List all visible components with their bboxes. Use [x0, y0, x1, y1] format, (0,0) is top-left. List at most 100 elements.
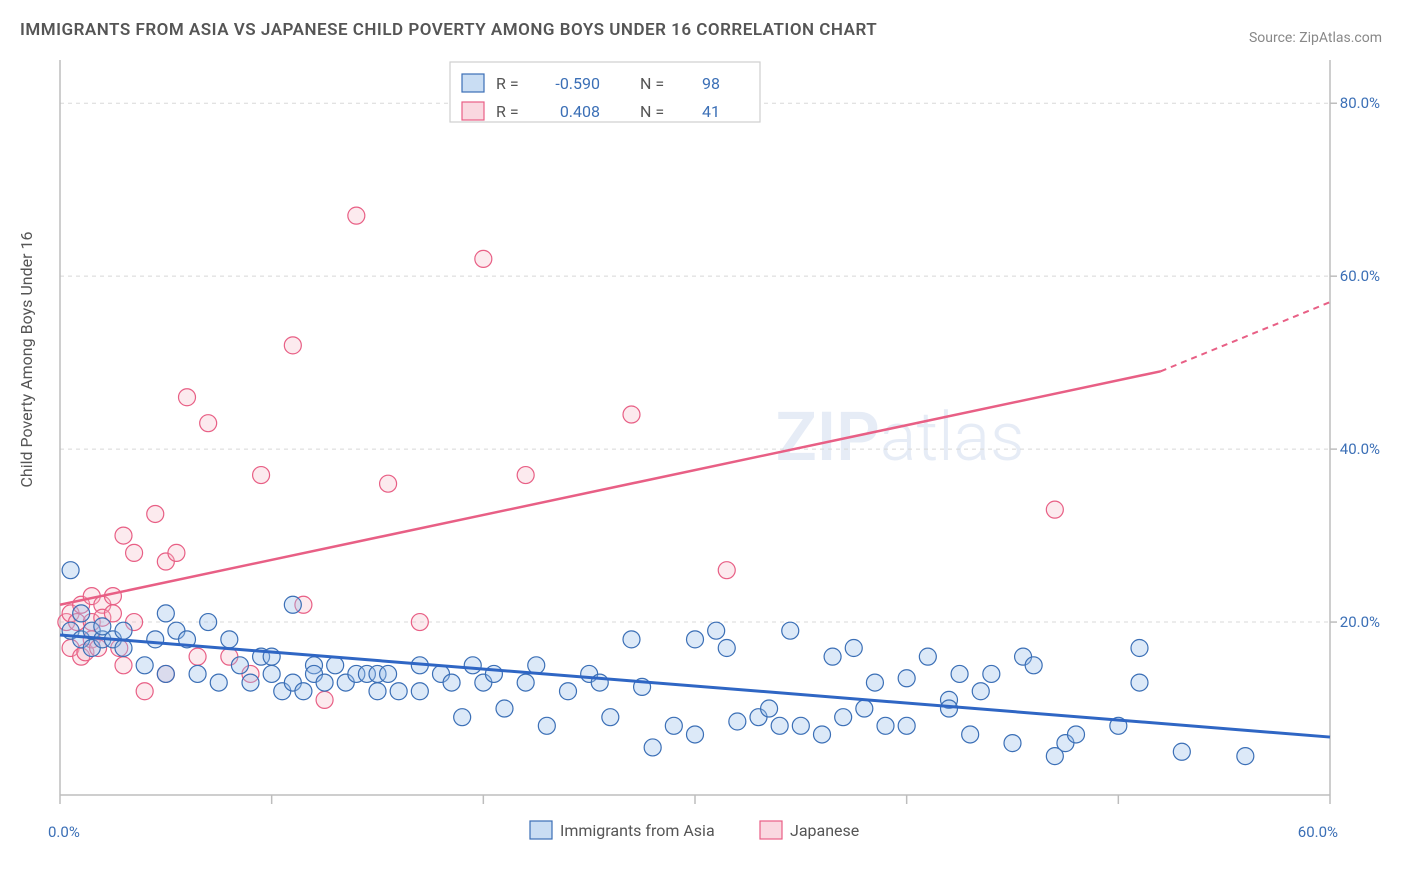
data-point: [1173, 743, 1190, 760]
data-point: [253, 467, 270, 484]
data-point: [380, 475, 397, 492]
data-point: [866, 674, 883, 691]
y-axis-title: Child Poverty Among Boys Under 16: [17, 232, 36, 488]
trend-line-pink-extrapolated: [1161, 302, 1330, 371]
data-point: [200, 614, 217, 631]
data-point: [454, 709, 471, 726]
data-point: [560, 683, 577, 700]
data-point: [1004, 735, 1021, 752]
data-point: [115, 657, 132, 674]
data-point: [147, 505, 164, 522]
data-point: [729, 713, 746, 730]
data-point: [1131, 640, 1148, 657]
data-point: [189, 648, 206, 665]
x-tick-label: 60.0%: [1298, 823, 1338, 841]
data-point: [200, 415, 217, 432]
data-point: [898, 670, 915, 687]
data-point: [962, 726, 979, 743]
correlation-scatter-chart: ZIPatlas0.0%60.0%20.0%40.0%60.0%80.0%Chi…: [0, 0, 1406, 892]
data-point: [210, 674, 227, 691]
source-label: Source:: [1249, 30, 1296, 46]
data-point: [845, 640, 862, 657]
trend-line-pink: [60, 371, 1161, 604]
data-point: [157, 605, 174, 622]
data-point: [623, 631, 640, 648]
y-tick-label: 40.0%: [1340, 440, 1380, 458]
data-point: [189, 665, 206, 682]
legend-r-value: -0.590: [555, 74, 600, 93]
legend-swatch: [530, 821, 552, 839]
data-point: [168, 544, 185, 561]
data-point: [115, 527, 132, 544]
data-point: [115, 622, 132, 639]
legend-series-label: Japanese: [790, 821, 859, 840]
data-point: [687, 631, 704, 648]
data-point: [517, 674, 534, 691]
data-point: [231, 657, 248, 674]
legend-n-label: N =: [640, 102, 664, 121]
legend-n-value: 41: [702, 102, 720, 121]
data-point: [147, 631, 164, 648]
data-point: [136, 657, 153, 674]
data-point: [972, 683, 989, 700]
data-point: [295, 683, 312, 700]
y-tick-label: 80.0%: [1340, 94, 1380, 112]
chart-title: IMMIGRANTS FROM ASIA VS JAPANESE CHILD P…: [20, 20, 877, 40]
data-point: [644, 739, 661, 756]
data-point: [877, 717, 894, 734]
data-point: [475, 250, 492, 267]
legend-n-value: 98: [702, 74, 720, 93]
data-point: [1046, 501, 1063, 518]
data-point: [782, 622, 799, 639]
data-point: [1068, 726, 1085, 743]
data-point: [62, 562, 79, 579]
data-point: [623, 406, 640, 423]
legend-n-label: N =: [640, 74, 664, 93]
data-point: [528, 657, 545, 674]
data-point: [496, 700, 513, 717]
data-point: [221, 631, 238, 648]
data-point: [919, 648, 936, 665]
data-point: [1131, 674, 1148, 691]
data-point: [380, 665, 397, 682]
data-point: [242, 674, 259, 691]
legend-r-value: 0.408: [560, 102, 600, 121]
data-point: [708, 622, 725, 639]
data-point: [443, 674, 460, 691]
data-point: [179, 389, 196, 406]
data-point: [983, 665, 1000, 682]
source-attribution: Source: ZipAtlas.com: [1249, 30, 1382, 46]
data-point: [941, 700, 958, 717]
data-point: [517, 467, 534, 484]
data-point: [538, 717, 555, 734]
data-point: [284, 596, 301, 613]
data-point: [348, 207, 365, 224]
y-tick-label: 60.0%: [1340, 267, 1380, 285]
x-tick-label: 0.0%: [48, 823, 80, 841]
data-point: [284, 337, 301, 354]
data-point: [316, 691, 333, 708]
data-point: [1237, 748, 1254, 765]
data-point: [411, 614, 428, 631]
data-point: [1025, 657, 1042, 674]
data-point: [411, 683, 428, 700]
legend-swatch: [462, 102, 484, 120]
data-point: [687, 726, 704, 743]
legend-r-label: R =: [496, 74, 519, 93]
source-value: ZipAtlas.com: [1299, 30, 1382, 46]
legend-swatch: [462, 74, 484, 92]
data-point: [73, 605, 90, 622]
data-point: [835, 709, 852, 726]
data-point: [718, 562, 735, 579]
y-tick-label: 20.0%: [1340, 613, 1380, 631]
legend-swatch: [760, 821, 782, 839]
data-point: [316, 674, 333, 691]
data-point: [157, 665, 174, 682]
data-point: [390, 683, 407, 700]
data-point: [718, 640, 735, 657]
data-point: [898, 717, 915, 734]
data-point: [464, 657, 481, 674]
data-point: [792, 717, 809, 734]
data-point: [327, 657, 344, 674]
data-point: [602, 709, 619, 726]
